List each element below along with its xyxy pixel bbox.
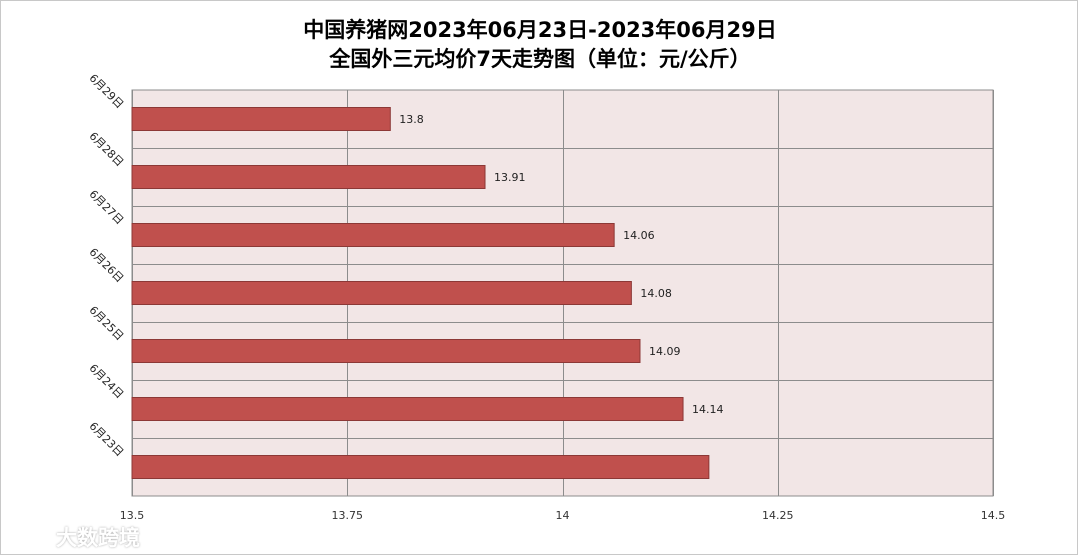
x-tick-label: 14.5	[981, 509, 1006, 522]
x-tick-label: 13.5	[120, 509, 145, 522]
bar	[131, 339, 641, 363]
chart-title: 中国养猪网2023年06月23日-2023年06月29日	[303, 18, 777, 42]
y-category-label: 6月29日	[86, 72, 126, 112]
brand-logo-icon	[8, 527, 48, 547]
bar	[131, 107, 391, 131]
bar	[131, 165, 486, 189]
y-category-label: 6月25日	[86, 304, 126, 344]
bar	[131, 397, 684, 421]
watermark: 大数跨境	[6, 520, 140, 554]
data-label: 14.06	[623, 229, 655, 242]
bar	[131, 281, 632, 305]
y-category-label: 6月27日	[86, 188, 126, 228]
data-label: 14.09	[649, 345, 681, 358]
y-category-label: 6月23日	[86, 420, 126, 460]
data-label: 13.8	[399, 113, 424, 126]
bar	[131, 223, 615, 247]
chart-titles: 中国养猪网2023年06月23日-2023年06月29日 全国外三元均价7天走势…	[0, 16, 1080, 74]
y-category-label: 6月28日	[86, 130, 126, 170]
y-category-label: 6月26日	[86, 246, 126, 286]
y-category-label: 6月24日	[86, 362, 126, 402]
bar	[131, 455, 710, 479]
data-label: 14.08	[640, 287, 672, 300]
data-label: 14.14	[692, 403, 724, 416]
x-tick-label: 14	[556, 509, 570, 522]
data-label: 13.91	[494, 171, 526, 184]
watermark-text: 大数跨境	[56, 526, 140, 550]
x-tick-label: 13.75	[332, 509, 364, 522]
chart-subtitle: 全国外三元均价7天走势图（单位：元/公斤）	[329, 47, 751, 71]
x-tick-label: 14.25	[762, 509, 794, 522]
